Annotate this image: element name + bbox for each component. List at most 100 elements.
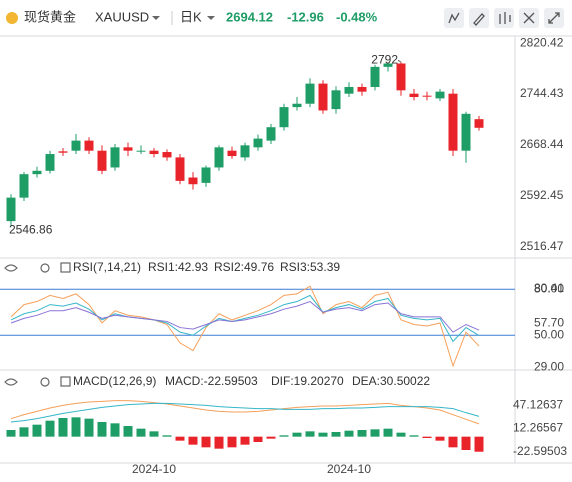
macd-bar [32,424,42,437]
checkbox-icon[interactable] [60,376,71,387]
candle-body [71,140,81,151]
change: -12.96 [287,9,324,24]
legend-entry: RSI2:49.76 [214,260,274,274]
candle-body [370,66,380,87]
macd-bar [97,422,107,437]
macd-bar [396,432,406,437]
frame [0,35,572,464]
macd-bar [292,432,302,437]
macd-bar [214,436,224,449]
header: 现货黄金 XAUUSD 日K 2694.12 -12.96 -0.48% [6,8,564,28]
gear-icon[interactable] [40,377,50,387]
icon [499,12,511,24]
eye-icon[interactable] [4,264,18,272]
macd-bar [253,436,263,442]
y-tick-label: -22.59503 [513,444,567,458]
interval[interactable]: 日K [180,9,202,24]
macd-bar [305,431,315,437]
icon [448,12,460,24]
macd-bar [318,432,328,437]
dropdown-caret[interactable] [207,16,215,20]
macd-bar [370,429,380,437]
candle-body [422,95,432,97]
tool-button[interactable] [494,8,514,28]
dropdown-caret[interactable] [152,16,160,20]
x-tick-label: 2024-10 [132,462,176,476]
macd-bar [240,436,250,445]
candle-body [318,83,328,111]
rsi-line [10,294,480,343]
y-tick-label: 47.12637 [513,397,563,411]
macd-bar [136,428,146,437]
legend-entry: DEA:30.50022 [352,374,430,388]
candle-body [227,150,237,157]
candle-body [409,93,419,98]
y-tick-label: 80.41 [534,281,564,295]
symbol-name[interactable]: 现货黄金 [24,9,76,24]
candle-body [305,83,315,104]
gear-icon[interactable] [40,263,50,273]
macd-line [10,402,480,423]
macd-bar [84,418,94,437]
panel-title: MACD(12,26,9) [73,374,156,388]
macd-bar [6,430,16,437]
candle-body [188,177,198,185]
candle-body [136,150,146,152]
macd-bar [45,420,55,437]
candle-body [32,170,42,175]
y-tick-label: 2820.42 [520,35,564,49]
y-tick-label: 2592.45 [520,188,564,202]
panel-title: RSI(7,14,21) [73,260,141,274]
macd-bar [188,436,198,445]
y-tick-label: 2668.44 [520,137,564,151]
macd-bar [279,435,289,437]
legend-entry: RSI3:53.39 [280,260,340,274]
macd-bar [162,435,172,437]
candle-body [123,147,133,151]
candle-body [448,93,458,151]
candle-body [266,127,276,141]
macd-bar [58,418,68,437]
y-tick-label: 2744.43 [520,86,564,100]
candle-body [110,147,120,168]
macd-bar [383,428,393,437]
candle-body [175,157,185,181]
macd-bar [461,436,471,450]
checkbox-icon[interactable] [60,262,71,273]
candle-body [383,63,393,67]
icon [548,12,560,24]
candle-body [344,86,354,94]
y-tick-label: 2516.47 [520,239,564,253]
candle-body [84,140,94,151]
macd-bar [201,436,211,448]
candle-body [279,107,289,128]
macd-bar [344,430,354,437]
macd-bar [19,427,29,437]
max-pointer [397,59,402,63]
candle-body [214,147,224,168]
icon [523,12,535,24]
rsi-line [10,300,480,333]
candle-body [292,103,302,108]
candle-body [253,138,263,148]
candle-body [19,174,29,198]
tool-icons [448,12,560,26]
candle-body [6,197,16,222]
macd-bar [266,436,276,439]
macd-bar [123,426,133,437]
coin-icon [6,12,18,24]
eye-icon[interactable] [4,378,18,386]
macd-bar [175,436,185,441]
macd-bar [71,417,81,437]
rsi-line [10,285,480,368]
price: 2694.12 [226,9,273,24]
min-label: 2546.86 [9,223,53,237]
candle-body [201,167,211,183]
legend-entry: RSI1:42.93 [148,260,208,274]
symbol[interactable]: XAUUSD [95,9,149,24]
y-tick-label: 50.00 [534,327,564,341]
candle-body [357,86,367,92]
y-tick-label: 57.70 [534,316,564,330]
icon [473,13,485,26]
